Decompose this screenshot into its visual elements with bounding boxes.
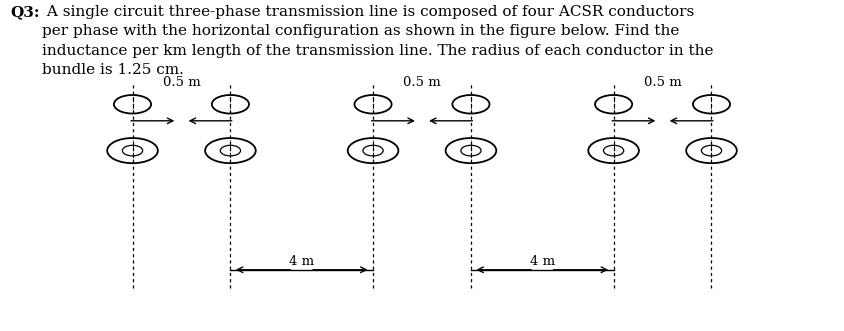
Text: 4 m: 4 m [530, 255, 555, 268]
Text: Q3:: Q3: [10, 5, 40, 19]
Text: 0.5 m: 0.5 m [163, 76, 200, 89]
Text: 0.5 m: 0.5 m [403, 76, 441, 89]
Text: 4 m: 4 m [289, 255, 314, 268]
Text: A single circuit three-phase transmission line is composed of four ACSR conducto: A single circuit three-phase transmissio… [42, 5, 714, 77]
Text: 0.5 m: 0.5 m [644, 76, 681, 89]
